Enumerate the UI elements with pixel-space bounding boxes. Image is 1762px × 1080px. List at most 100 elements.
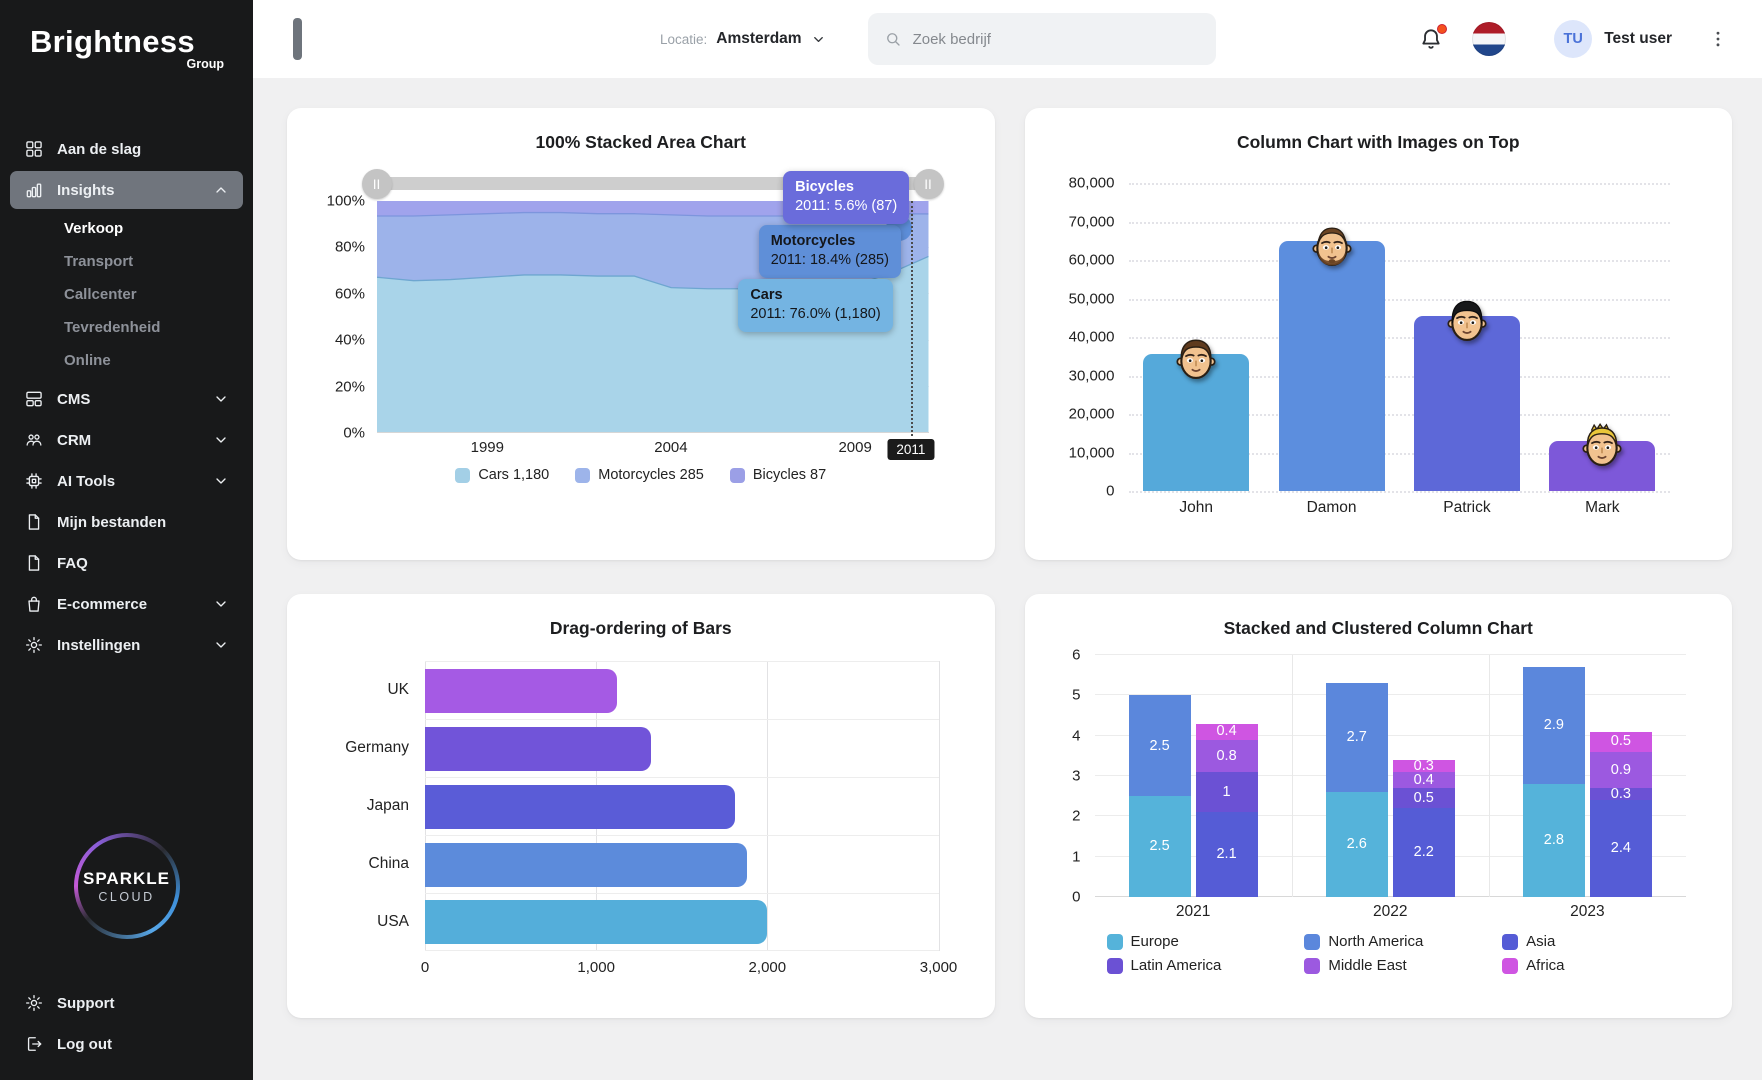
bar-row-germany: Germany (313, 719, 939, 777)
x-category-label: 2021 (1175, 903, 1211, 920)
language-flag-nl[interactable] (1472, 22, 1507, 56)
draggable-bar-usa[interactable] (425, 900, 768, 944)
legend-item-europe[interactable]: Europe (1106, 933, 1305, 950)
sidebar-item-e-commerce[interactable]: E-commerce (10, 585, 243, 623)
chart1-plot: 2011 Bicycles 2011: 5.6% (87) Motorcycles 20… (377, 171, 935, 460)
nav-label: Aan de slag (57, 140, 142, 158)
chart2-title: Column Chart with Images on Top (1236, 132, 1520, 152)
draggable-bar-uk[interactable] (425, 668, 617, 713)
chevron-down-icon (213, 391, 229, 407)
tooltip-value: 2011: 76.0% (1,180) (750, 305, 881, 322)
tooltip-title: Cars (750, 287, 783, 303)
segment-north-america: 2.5 (1128, 695, 1191, 797)
gridline-h (1094, 896, 1686, 897)
sidebar-item-crm[interactable]: CRM (10, 421, 243, 459)
legend-item-cars-1-180[interactable]: Cars 1,180 (455, 467, 549, 483)
sidebar-item-log-out[interactable]: Log out (10, 1025, 243, 1063)
user-menu[interactable]: TU Test user (1554, 20, 1672, 58)
sidebar-item-instellingen[interactable]: Instellingen (10, 626, 243, 664)
group-2021: 2.5 2.5 2.1 1 0.8 0.4 (1128, 655, 1258, 897)
legend-label: Latin America (1130, 957, 1222, 974)
gridline-dotted (1128, 337, 1670, 339)
crm-icon (24, 430, 44, 450)
sparkle-badge: SPARKLE CLOUD (0, 833, 253, 947)
draggable-bar-japan[interactable] (425, 784, 735, 829)
y-tick-label: 10,000 (1068, 444, 1115, 461)
nav-label: Support (57, 994, 115, 1012)
gridline-v (938, 661, 940, 951)
bar-row-usa: USA (313, 893, 939, 951)
legend-item-asia[interactable]: Asia (1502, 933, 1700, 950)
segment-middle-east: 0.4 (1392, 772, 1455, 789)
sidebar-item-ai-tools[interactable]: AI Tools (10, 462, 243, 500)
chart2-y-axis: 80,000 70,000 60,000 50,000 40,000 30,000 20,0… (1051, 175, 1129, 500)
x-category-label: John (1179, 499, 1213, 516)
chart2-plot (1128, 183, 1670, 493)
sidebar-subitem-transport[interactable]: Transport (64, 253, 134, 270)
kebab-menu-button[interactable] (1708, 29, 1728, 49)
legend-item-motorcycles-285[interactable]: Motorcycles 285 (575, 467, 704, 483)
location-dropdown[interactable]: Locatie: Amsterdam (660, 30, 826, 48)
segment-middle-east: 0.8 (1195, 739, 1258, 772)
chevron-down-icon (811, 32, 826, 47)
segment-north-america: 2.7 (1325, 683, 1388, 793)
stacked-bar-2022-1: 2.6 2.7 (1325, 655, 1388, 897)
y-category-label: Japan (366, 797, 409, 814)
sidebar-item-aan-de-slag[interactable]: Aan de slag (10, 130, 243, 168)
avatar: TU (1554, 20, 1593, 58)
sidebar-item-insights[interactable]: Insights (10, 171, 243, 209)
draggable-bar-china[interactable] (425, 842, 747, 887)
sidebar-item-mijn-bestanden[interactable]: Mijn bestanden (10, 503, 243, 541)
legend-item-north-america[interactable]: North America (1304, 933, 1502, 950)
sidebar-subitem-callcenter[interactable]: Callcenter (64, 286, 137, 303)
y-tick-label: 80,000 (1068, 174, 1115, 192)
draggable-bar-germany[interactable] (425, 726, 651, 771)
segment-latin-america: 0.3 (1589, 787, 1652, 801)
search-icon (886, 33, 900, 46)
chevron-down-icon (213, 432, 229, 448)
y-category-label: UK (387, 681, 409, 698)
chart4-x-axis: 2021 2022 2023 (1095, 903, 1687, 921)
legend-item-bicycles-87[interactable]: Bicycles 87 (729, 467, 826, 483)
sidebar-item-cms[interactable]: CMS (10, 380, 243, 418)
group-2022: 2.6 2.7 2.2 0.5 0.4 0.3 (1325, 655, 1455, 897)
search-box[interactable] (867, 13, 1216, 65)
legend-swatch (1106, 933, 1123, 950)
slider-handle-left[interactable]: || (362, 169, 392, 199)
face-john (1173, 333, 1220, 389)
segment-africa: 0.5 (1589, 731, 1652, 752)
notifications-button[interactable] (1418, 24, 1448, 52)
y-tick-label: 20% (334, 378, 365, 396)
legend-swatch (1106, 957, 1123, 974)
sidebar-item-support[interactable]: Support (10, 984, 243, 1022)
sparkle-line1: SPARKLE (83, 868, 170, 888)
sidebar-toggle-handle[interactable] (293, 18, 302, 60)
chart1-y-axis: 100% 80% 60% 40% 20% 0% (313, 193, 377, 442)
x-tick-label: 2,000 (748, 959, 787, 976)
slider-handle-right[interactable]: || (913, 169, 944, 199)
legend-item-middle-east[interactable]: Middle East (1304, 957, 1502, 974)
gridline-v (767, 661, 769, 951)
bar-row-uk: UK (313, 661, 939, 719)
legend-item-africa[interactable]: Africa (1502, 957, 1700, 974)
nav-label: Instellingen (57, 636, 141, 654)
card-stacked-area-chart: 100% Stacked Area Chart || || 100% 80% 60% 4… (287, 108, 995, 560)
sidebar-subitem-tevredenheid[interactable]: Tevredenheid (64, 319, 161, 336)
legend-item-latin-america[interactable]: Latin America (1106, 957, 1305, 974)
dashboard-main: 100% Stacked Area Chart || || 100% 80% 60% 4… (253, 78, 1762, 1080)
sidebar-item-faq[interactable]: FAQ (10, 544, 243, 582)
y-tick-label: 60% (334, 285, 365, 303)
kebab-icon (1716, 31, 1720, 47)
y-category-label: USA (377, 913, 409, 930)
y-tick-label: 70,000 (1068, 213, 1115, 230)
bar-zone (425, 893, 939, 951)
search-input[interactable] (912, 30, 1200, 48)
y-tick-label: 1 (1072, 848, 1081, 866)
x-tick-label: 2004 (654, 439, 688, 456)
sidebar-subitem-online[interactable]: Online (64, 352, 111, 369)
legend-swatch (1502, 957, 1519, 974)
sidebar-subitem-verkoop[interactable]: Verkoop (64, 220, 124, 237)
y-tick-label: 0% (343, 424, 365, 442)
y-category-label: Germany (345, 739, 409, 756)
insights-icon (24, 180, 44, 200)
